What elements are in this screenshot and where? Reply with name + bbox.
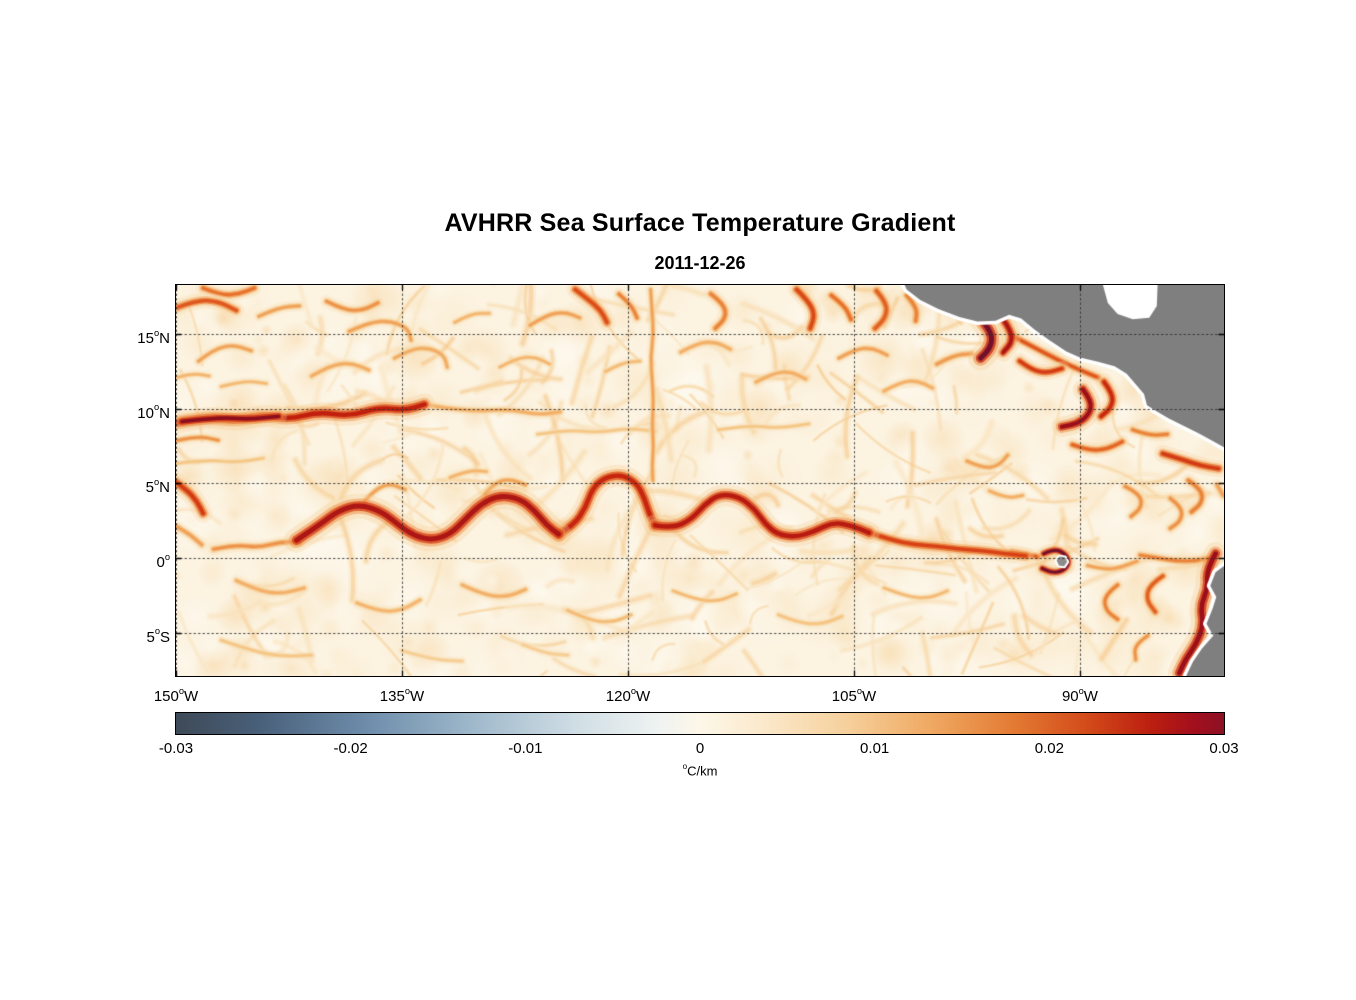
y-tick-label: 15oN: [137, 327, 170, 348]
x-axis-tick-labels: 150oW 135oW 120oW 105oW 90oW: [154, 683, 1224, 705]
colorbar-tick-labels: -0.03 -0.02 -0.01 0 0.01 0.02 0.03: [159, 740, 1239, 760]
chart-title: AVHRR Sea Surface Temperature Gradient: [444, 209, 956, 237]
y-tick-label: 5oS: [146, 626, 170, 646]
y-tick-label: 0o: [156, 551, 170, 572]
y-axis-tick-labels: 15oN 10oN 5oN 0o 5oS: [80, 285, 170, 676]
x-tick-label: 105oW: [831, 685, 877, 705]
colorbar-tick-label: 0.02: [1034, 740, 1064, 757]
colorbar: [175, 712, 1225, 735]
y-tick-label: 10oN: [137, 402, 170, 422]
x-tick-label: 135oW: [379, 685, 425, 705]
colorbar-tick-label: 0.03: [1209, 740, 1239, 757]
x-tick-label: 120oW: [605, 685, 651, 705]
colorbar-tick-label: -0.03: [158, 740, 194, 757]
sst-gradient-map-canvas: [176, 285, 1224, 676]
colorbar-tick-label: -0.02: [333, 740, 368, 757]
x-tick-label: 90oW: [1061, 685, 1098, 705]
colorbar-unit-label: oC/km: [682, 761, 718, 779]
x-tick-label: 150oW: [153, 685, 199, 705]
y-tick-label: 5oN: [145, 477, 170, 497]
map-plot: [175, 284, 1225, 677]
colorbar-tick-label: 0.01: [860, 740, 890, 757]
colorbar-tick-label: 0: [695, 740, 705, 757]
chart-subtitle: 2011-12-26: [654, 253, 746, 273]
colorbar-tick-label: -0.01: [508, 740, 543, 757]
